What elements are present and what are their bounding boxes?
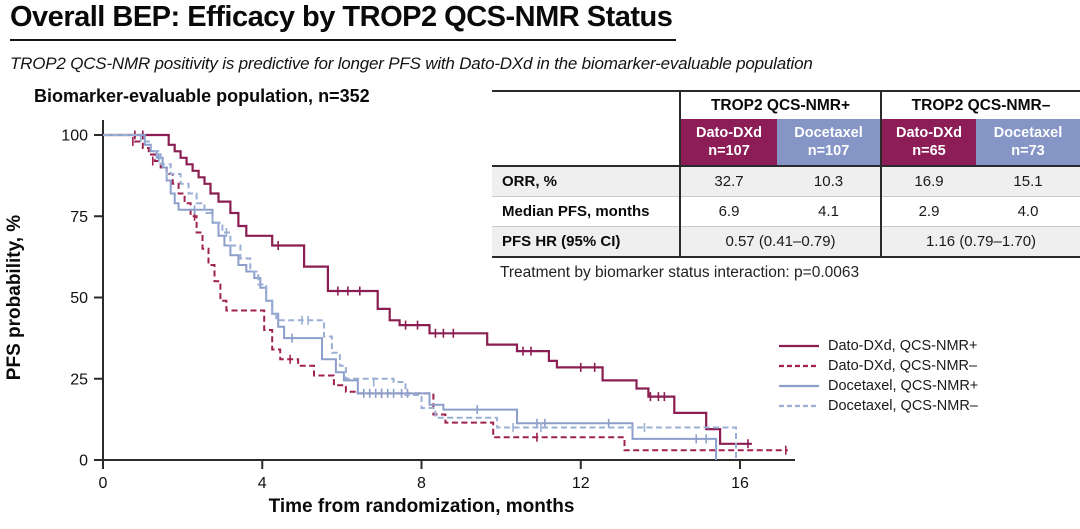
legend-line-sample — [779, 404, 819, 408]
cell-value: 4.1 — [818, 203, 839, 221]
legend-item-2: Docetaxel, QCS-NMR+ — [779, 378, 978, 394]
x-tick-label: 8 — [417, 475, 426, 492]
group-header-nmr-positive: TROP2 QCS-NMR+ — [680, 91, 881, 119]
row-label: ORR, % — [492, 166, 681, 197]
cell-value: 16.9 — [880, 166, 976, 197]
y-axis-title: PFS probability, % — [4, 215, 25, 380]
legend-label: Dato-DXd, QCS-NMR+ — [828, 338, 978, 354]
page-title: Overall BEP: Efficacy by TROP2 QCS-NMR S… — [10, 1, 677, 41]
interaction-footnote: Treatment by biomarker status interactio… — [500, 264, 860, 281]
y-tick-label: 100 — [61, 128, 88, 145]
legend-line-sample — [779, 364, 819, 368]
chart-title: Biomarker-evaluable population, n=352 — [34, 86, 370, 106]
y-tick-label: 25 — [70, 371, 88, 388]
table-corner-cell — [492, 119, 681, 167]
km-curve-0 — [103, 133, 752, 445]
legend-line-sample — [779, 384, 819, 388]
arm-n: n=107 — [708, 143, 750, 160]
arm-drug: Dato-DXd — [695, 125, 763, 141]
table-corner-cell — [492, 91, 681, 119]
y-tick-label: 75 — [70, 209, 88, 226]
arm-n: n=73 — [1011, 143, 1045, 160]
legend-label: Docetaxel, QCS-NMR– — [828, 398, 978, 414]
legend-item-0: Dato-DXd, QCS-NMR+ — [779, 338, 978, 354]
legend-line-sample — [779, 344, 819, 348]
arm-n: n=65 — [912, 143, 946, 160]
x-axis-title: Time from randomization, months — [269, 496, 575, 517]
group-header-nmr-negative: TROP2 QCS-NMR– — [880, 91, 1080, 119]
x-tick-label: 12 — [572, 475, 590, 492]
arm-drug: Dato-DXd — [895, 125, 963, 141]
arm-header-docetaxel-neg: Docetaxel n=73 — [976, 119, 1080, 167]
arm-header-docetaxel-pos: Docetaxel n=107 — [777, 119, 881, 167]
legend-label: Dato-DXd, QCS-NMR– — [828, 358, 978, 374]
cell-value: 2.9 — [880, 196, 976, 227]
table-arm-header-row: Dato-DXd n=107 Docetaxel n=107 Dato-DXd … — [492, 119, 1080, 167]
page-subtitle: TROP2 QCS-NMR positivity is predictive f… — [10, 54, 813, 73]
arm-drug: Docetaxel — [794, 125, 863, 141]
table-row-orr: ORR, % 32.7 10.3 16.9 15.1 — [492, 166, 1080, 197]
cell-value: 10.3 — [813, 173, 844, 191]
x-tick-label: 0 — [99, 475, 108, 492]
legend-label: Docetaxel, QCS-NMR+ — [828, 378, 979, 394]
y-tick-label: 0 — [79, 453, 88, 470]
cell-value: 32.7 — [714, 173, 744, 191]
row-label: PFS HR (95% CI) — [492, 226, 681, 258]
cell-value: 6.9 — [718, 203, 740, 221]
x-tick-label: 4 — [258, 475, 267, 492]
legend-item-1: Dato-DXd, QCS-NMR– — [779, 358, 978, 374]
results-table-wrapper: TROP2 QCS-NMR+ TROP2 QCS-NMR– Dato-DXd n… — [492, 90, 1080, 259]
arm-drug: Docetaxel — [993, 125, 1063, 141]
chart-legend: Dato-DXd, QCS-NMR+ Dato-DXd, QCS-NMR– Doce… — [779, 338, 978, 414]
cell-value: 4.0 — [1017, 203, 1039, 221]
legend-item-3: Docetaxel, QCS-NMR– — [779, 398, 978, 414]
arm-header-dato-pos: Dato-DXd n=107 — [680, 119, 777, 167]
x-tick-label: 16 — [731, 475, 749, 492]
cell-value: 0.57 (0.41–0.79) — [725, 233, 836, 251]
table-group-header-row: TROP2 QCS-NMR+ TROP2 QCS-NMR– — [492, 91, 1080, 119]
km-curve-3 — [103, 134, 737, 460]
cell-value: 1.16 (0.79–1.70) — [880, 226, 1080, 258]
arm-n: n=107 — [807, 143, 850, 160]
arm-header-dato-neg: Dato-DXd n=65 — [880, 119, 976, 167]
y-tick-label: 50 — [70, 290, 88, 307]
table-row-median-pfs: Median PFS, months 6.9 4.1 2.9 4.0 — [492, 196, 1080, 227]
results-table: TROP2 QCS-NMR+ TROP2 QCS-NMR– Dato-DXd n… — [492, 90, 1080, 259]
cell-value: 15.1 — [1013, 173, 1043, 191]
table-row-pfs-hr: PFS HR (95% CI) 0.57 (0.41–0.79) 1.16 (0… — [492, 226, 1080, 258]
row-label: Median PFS, months — [492, 196, 681, 227]
km-plot: 0 25 50 75 100 0 4 8 12 16 Time from randomization… — [4, 120, 795, 517]
